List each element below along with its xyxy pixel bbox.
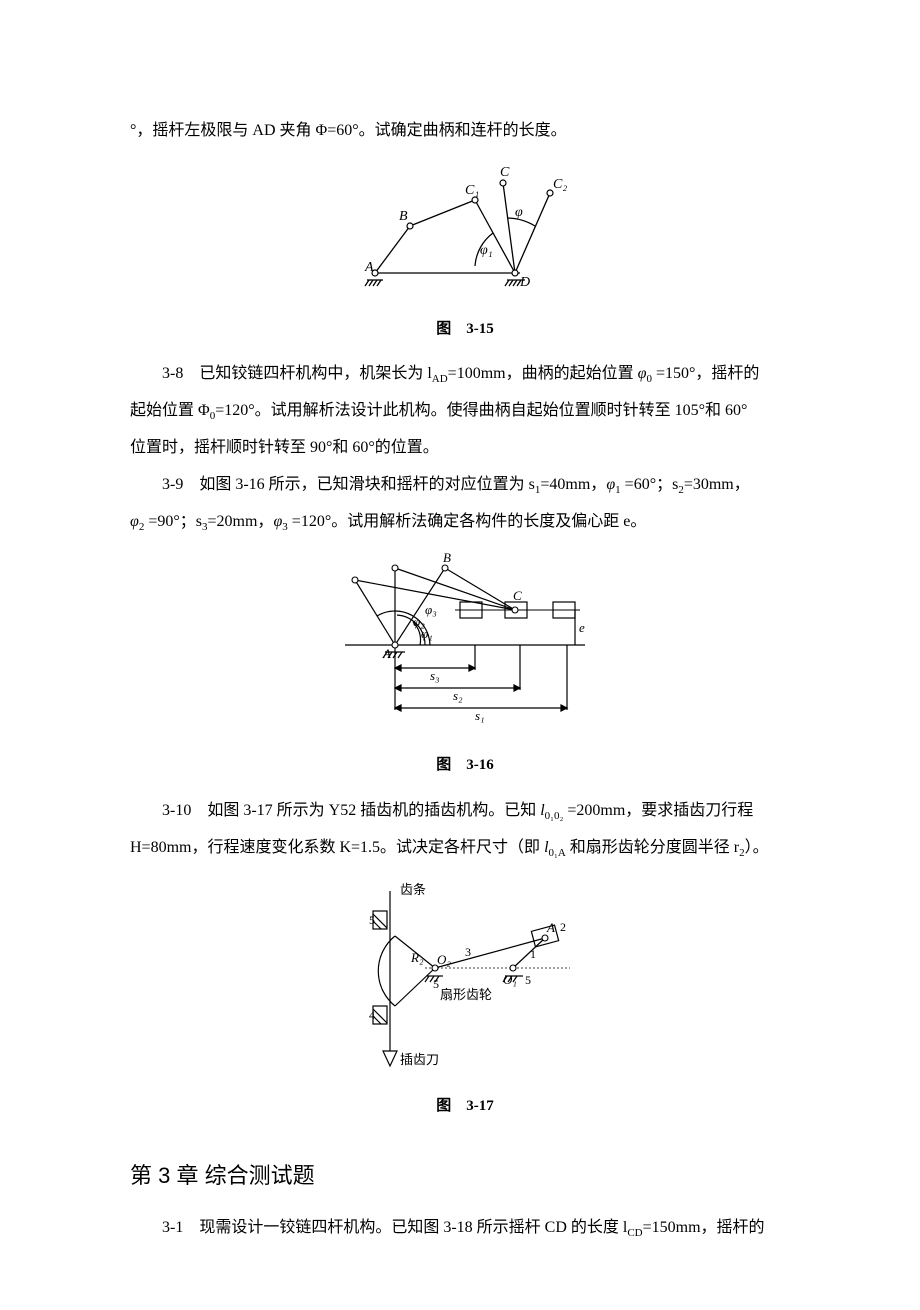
- svg-text:φ₂: φ₂: [413, 614, 425, 629]
- figure-3-15: A B C₁ C C₂ D φ φ₁: [130, 158, 800, 304]
- paragraph-3-1: 3-1 现需设计一铰链四杆机构。已知图 3-18 所示摇杆 CD 的长度 lCD…: [130, 1213, 800, 1244]
- subscript: 0₁0₂: [545, 810, 564, 822]
- text: =100mm，曲柄的起始位置: [448, 365, 638, 382]
- svg-text:5: 5: [525, 973, 531, 987]
- figure-3-17-caption: 图 3-17: [130, 1092, 800, 1121]
- text: H=80mm，行程速度变化系数 K=1.5。试决定各杆尺寸（即: [130, 839, 544, 856]
- subscript: 0₁A: [549, 847, 566, 859]
- paragraph-3-9-line2: φ2 =90°；s3=20mm，φ3 =120°。试用解析法确定各构件的长度及偏…: [130, 507, 800, 538]
- svg-text:C₂: C₂: [553, 177, 567, 192]
- paragraph-3-10-line2: H=80mm，行程速度变化系数 K=1.5。试决定各杆尺寸（即 l0₁A 和扇形…: [130, 833, 800, 864]
- svg-text:5: 5: [433, 977, 439, 991]
- figure-3-17: 齿条 扇形齿轮 插齿刀 O₂ O₁ A R₂ 5 4 3 2 1 5 5: [130, 876, 800, 1082]
- svg-text:2: 2: [560, 920, 566, 934]
- paragraph-3-8-line3: 位置时，摇杆顺时针转至 90°和 60°的位置。: [130, 433, 800, 463]
- page: °，摇杆左极限与 AD 夹角 Φ=60°。试确定曲柄和连杆的长度。: [0, 0, 920, 1310]
- text: 3-8 已知铰链四杆机构中，机架长为 l: [162, 365, 432, 382]
- svg-text:3: 3: [465, 945, 471, 959]
- text: =150mm，摇杆的: [643, 1219, 765, 1236]
- svg-text:C₁: C₁: [465, 183, 479, 198]
- subscript: AD: [432, 373, 448, 385]
- svg-text:扇形齿轮: 扇形齿轮: [440, 987, 492, 1002]
- text: =120°。试用解析法设计此机构。使得曲柄自起始位置顺时针转至 105°和 60…: [215, 402, 747, 419]
- paragraph-top: °，摇杆左极限与 AD 夹角 Φ=60°。试确定曲柄和连杆的长度。: [130, 116, 800, 146]
- figure-3-15-caption: 图 3-15: [130, 315, 800, 344]
- var-phi: φ: [130, 513, 139, 530]
- text: =150°，摇杆的: [652, 365, 759, 382]
- svg-text:e: e: [579, 620, 585, 635]
- text: =40mm，: [540, 476, 606, 493]
- figure-3-15-svg: A B C₁ C C₂ D φ φ₁: [355, 158, 575, 293]
- text: ）。: [745, 839, 769, 856]
- text: 3-9 如图 3-16 所示，已知滑块和摇杆的对应位置为 s: [162, 476, 535, 493]
- svg-text:s₂: s₂: [453, 688, 463, 703]
- text: =60°；s: [621, 476, 679, 493]
- svg-text:s₃: s₃: [430, 668, 440, 683]
- paragraph-3-8-line1: 3-8 已知铰链四杆机构中，机架长为 lAD=100mm，曲柄的起始位置 φ0 …: [130, 359, 800, 390]
- text: 3-1 现需设计一铰链四杆机构。已知图 3-18 所示摇杆 CD 的长度 l: [162, 1219, 627, 1236]
- svg-text:O₁: O₁: [503, 972, 517, 987]
- svg-text:5: 5: [369, 913, 375, 927]
- figure-3-16-svg: A B C φ₁ φ₂ φ₃ s₃ s₂ s₁ e: [335, 550, 595, 730]
- svg-text:齿条: 齿条: [400, 882, 426, 897]
- text: =200mm，要求插齿刀行程: [563, 802, 753, 819]
- var-phi: φ: [606, 476, 615, 493]
- svg-text:C: C: [500, 165, 510, 180]
- text: 起始位置 Φ: [130, 402, 210, 419]
- text: =20mm，: [208, 513, 274, 530]
- svg-text:1: 1: [530, 947, 536, 961]
- svg-text:C: C: [513, 588, 522, 603]
- paragraph-3-9-line1: 3-9 如图 3-16 所示，已知滑块和摇杆的对应位置为 s1=40mm，φ1 …: [130, 470, 800, 501]
- svg-text:4: 4: [369, 1008, 375, 1022]
- subscript: CD: [627, 1227, 642, 1239]
- svg-text:φ: φ: [515, 205, 523, 220]
- svg-text:φ₃: φ₃: [425, 602, 437, 617]
- var-phi: φ: [273, 513, 282, 530]
- svg-text:A: A: [364, 260, 374, 275]
- text: 位置时，摇杆顺时针转至 90°和 60°的位置。: [130, 439, 439, 456]
- svg-text:φ₁: φ₁: [480, 243, 493, 258]
- text: =90°；s: [144, 513, 202, 530]
- text: =120°。试用解析法确定各构件的长度及偏心距 e。: [288, 513, 647, 530]
- svg-text:B: B: [443, 550, 451, 565]
- figure-3-17-svg: 齿条 扇形齿轮 插齿刀 O₂ O₁ A R₂ 5 4 3 2 1 5 5: [345, 876, 585, 1071]
- text: 3-10 如图 3-17 所示为 Y52 插齿机的插齿机构。已知: [162, 802, 540, 819]
- svg-text:D: D: [519, 275, 530, 290]
- figure-3-16: A B C φ₁ φ₂ φ₃ s₃ s₂ s₁ e: [130, 550, 800, 741]
- svg-text:O₂: O₂: [437, 952, 451, 967]
- figure-3-16-caption: 图 3-16: [130, 751, 800, 780]
- svg-text:B: B: [399, 209, 408, 224]
- svg-text:R₂: R₂: [410, 950, 424, 965]
- svg-text:A: A: [382, 646, 391, 661]
- svg-text:A: A: [546, 920, 555, 935]
- svg-text:s₁: s₁: [475, 708, 485, 723]
- paragraph-3-8-line2: 起始位置 Φ0=120°。试用解析法设计此机构。使得曲柄自起始位置顺时针转至 1…: [130, 396, 800, 427]
- text: °，摇杆左极限与 AD 夹角 Φ=60°。试确定曲柄和连杆的长度。: [130, 122, 567, 139]
- text: 和扇形齿轮分度圆半径 r: [566, 839, 739, 856]
- paragraph-3-10-line1: 3-10 如图 3-17 所示为 Y52 插齿机的插齿机构。已知 l0₁0₂ =…: [130, 796, 800, 827]
- text: =30mm，: [684, 476, 750, 493]
- svg-text:插齿刀: 插齿刀: [400, 1052, 439, 1067]
- section-title-chapter-3-tests: 第 3 章 综合测试题: [130, 1155, 800, 1197]
